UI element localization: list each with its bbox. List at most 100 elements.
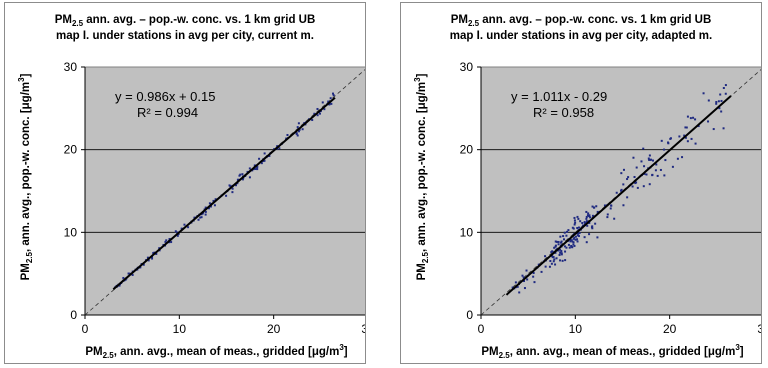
- data-point: [589, 216, 592, 219]
- data-point: [596, 236, 599, 239]
- x-tick-label: 0: [478, 322, 485, 336]
- data-point: [563, 245, 566, 248]
- data-point: [585, 217, 588, 220]
- data-point: [702, 92, 705, 95]
- data-point: [128, 272, 131, 275]
- data-point: [692, 116, 695, 119]
- data-point: [574, 221, 577, 224]
- data-point: [526, 278, 529, 281]
- data-point: [122, 276, 125, 279]
- data-point: [685, 126, 688, 129]
- data-point: [164, 240, 167, 243]
- data-point: [263, 159, 266, 162]
- data-point: [523, 287, 526, 290]
- data-point: [583, 221, 586, 224]
- data-point: [654, 169, 657, 172]
- data-point: [235, 184, 238, 187]
- data-point: [591, 205, 594, 208]
- data-point: [683, 134, 686, 137]
- data-point: [562, 235, 565, 238]
- data-point: [566, 230, 569, 233]
- y-tick-label: 20: [460, 143, 474, 157]
- data-point: [297, 122, 300, 125]
- data-point: [715, 102, 718, 105]
- data-point: [231, 191, 234, 194]
- data-point: [656, 174, 659, 177]
- data-point: [248, 167, 251, 170]
- data-point: [555, 240, 558, 243]
- data-point: [329, 97, 332, 100]
- scatter-chart-left: PM2.5 ann. avg. – pop.-w. conc. vs. 1 km…: [17, 14, 365, 360]
- data-point: [557, 240, 560, 243]
- x-tick-label: 20: [663, 322, 677, 336]
- data-point: [268, 155, 271, 158]
- x-tick-label: 10: [569, 322, 583, 336]
- data-point: [316, 114, 319, 117]
- data-point: [588, 214, 591, 217]
- data-point: [301, 128, 304, 131]
- data-point: [174, 230, 177, 233]
- scatter-chart-right: PM2.5 ann. avg. – pop.-w. conc. vs. 1 km…: [413, 14, 761, 360]
- data-point: [168, 237, 171, 240]
- data-point: [193, 216, 196, 219]
- data-point: [660, 139, 663, 142]
- data-point: [285, 137, 288, 140]
- chart-panel-left: PM2.5 ann. avg. – pop.-w. conc. vs. 1 km…: [4, 2, 366, 364]
- data-point: [229, 185, 232, 188]
- data-point: [559, 259, 562, 262]
- data-point: [570, 239, 573, 242]
- data-point: [523, 280, 526, 283]
- data-point: [258, 157, 261, 160]
- data-point: [559, 235, 562, 238]
- data-point: [553, 246, 556, 249]
- data-point: [594, 222, 597, 225]
- data-point: [563, 231, 566, 234]
- data-point: [567, 229, 570, 232]
- data-point: [560, 253, 563, 256]
- data-point: [554, 245, 557, 248]
- data-point: [622, 183, 625, 186]
- data-point: [603, 204, 606, 207]
- data-point: [572, 241, 575, 244]
- data-point: [669, 137, 672, 140]
- data-point: [719, 93, 722, 96]
- data-point: [197, 218, 200, 221]
- data-point: [573, 244, 576, 247]
- data-point: [532, 275, 535, 278]
- y-tick-label: 0: [70, 308, 77, 322]
- data-point: [574, 238, 577, 241]
- data-point: [718, 107, 721, 110]
- r-squared-label: R² = 0.994: [137, 105, 198, 120]
- data-point: [518, 291, 521, 294]
- data-point: [521, 274, 524, 277]
- data-point: [613, 217, 616, 220]
- data-point: [332, 94, 335, 97]
- data-point: [318, 112, 321, 115]
- data-point: [187, 226, 190, 229]
- data-point: [576, 238, 579, 241]
- data-point: [712, 128, 715, 131]
- data-point: [650, 158, 653, 161]
- data-point: [558, 253, 561, 256]
- data-point: [586, 214, 589, 217]
- data-point: [707, 99, 710, 102]
- data-point: [241, 178, 244, 181]
- y-tick-label: 30: [64, 60, 78, 74]
- data-point: [620, 172, 623, 175]
- data-point: [555, 257, 558, 260]
- data-point: [573, 236, 576, 239]
- data-point: [204, 210, 207, 213]
- data-point: [525, 269, 528, 272]
- data-point: [559, 241, 562, 244]
- x-tick-label: 10: [173, 322, 187, 336]
- data-point: [724, 84, 727, 87]
- data-point: [559, 251, 562, 254]
- data-point: [327, 100, 330, 103]
- data-point: [642, 147, 645, 150]
- data-point: [664, 159, 667, 162]
- data-point: [572, 237, 575, 240]
- data-point: [588, 233, 591, 236]
- data-point: [689, 117, 692, 120]
- data-point: [560, 240, 563, 243]
- data-point: [690, 137, 693, 140]
